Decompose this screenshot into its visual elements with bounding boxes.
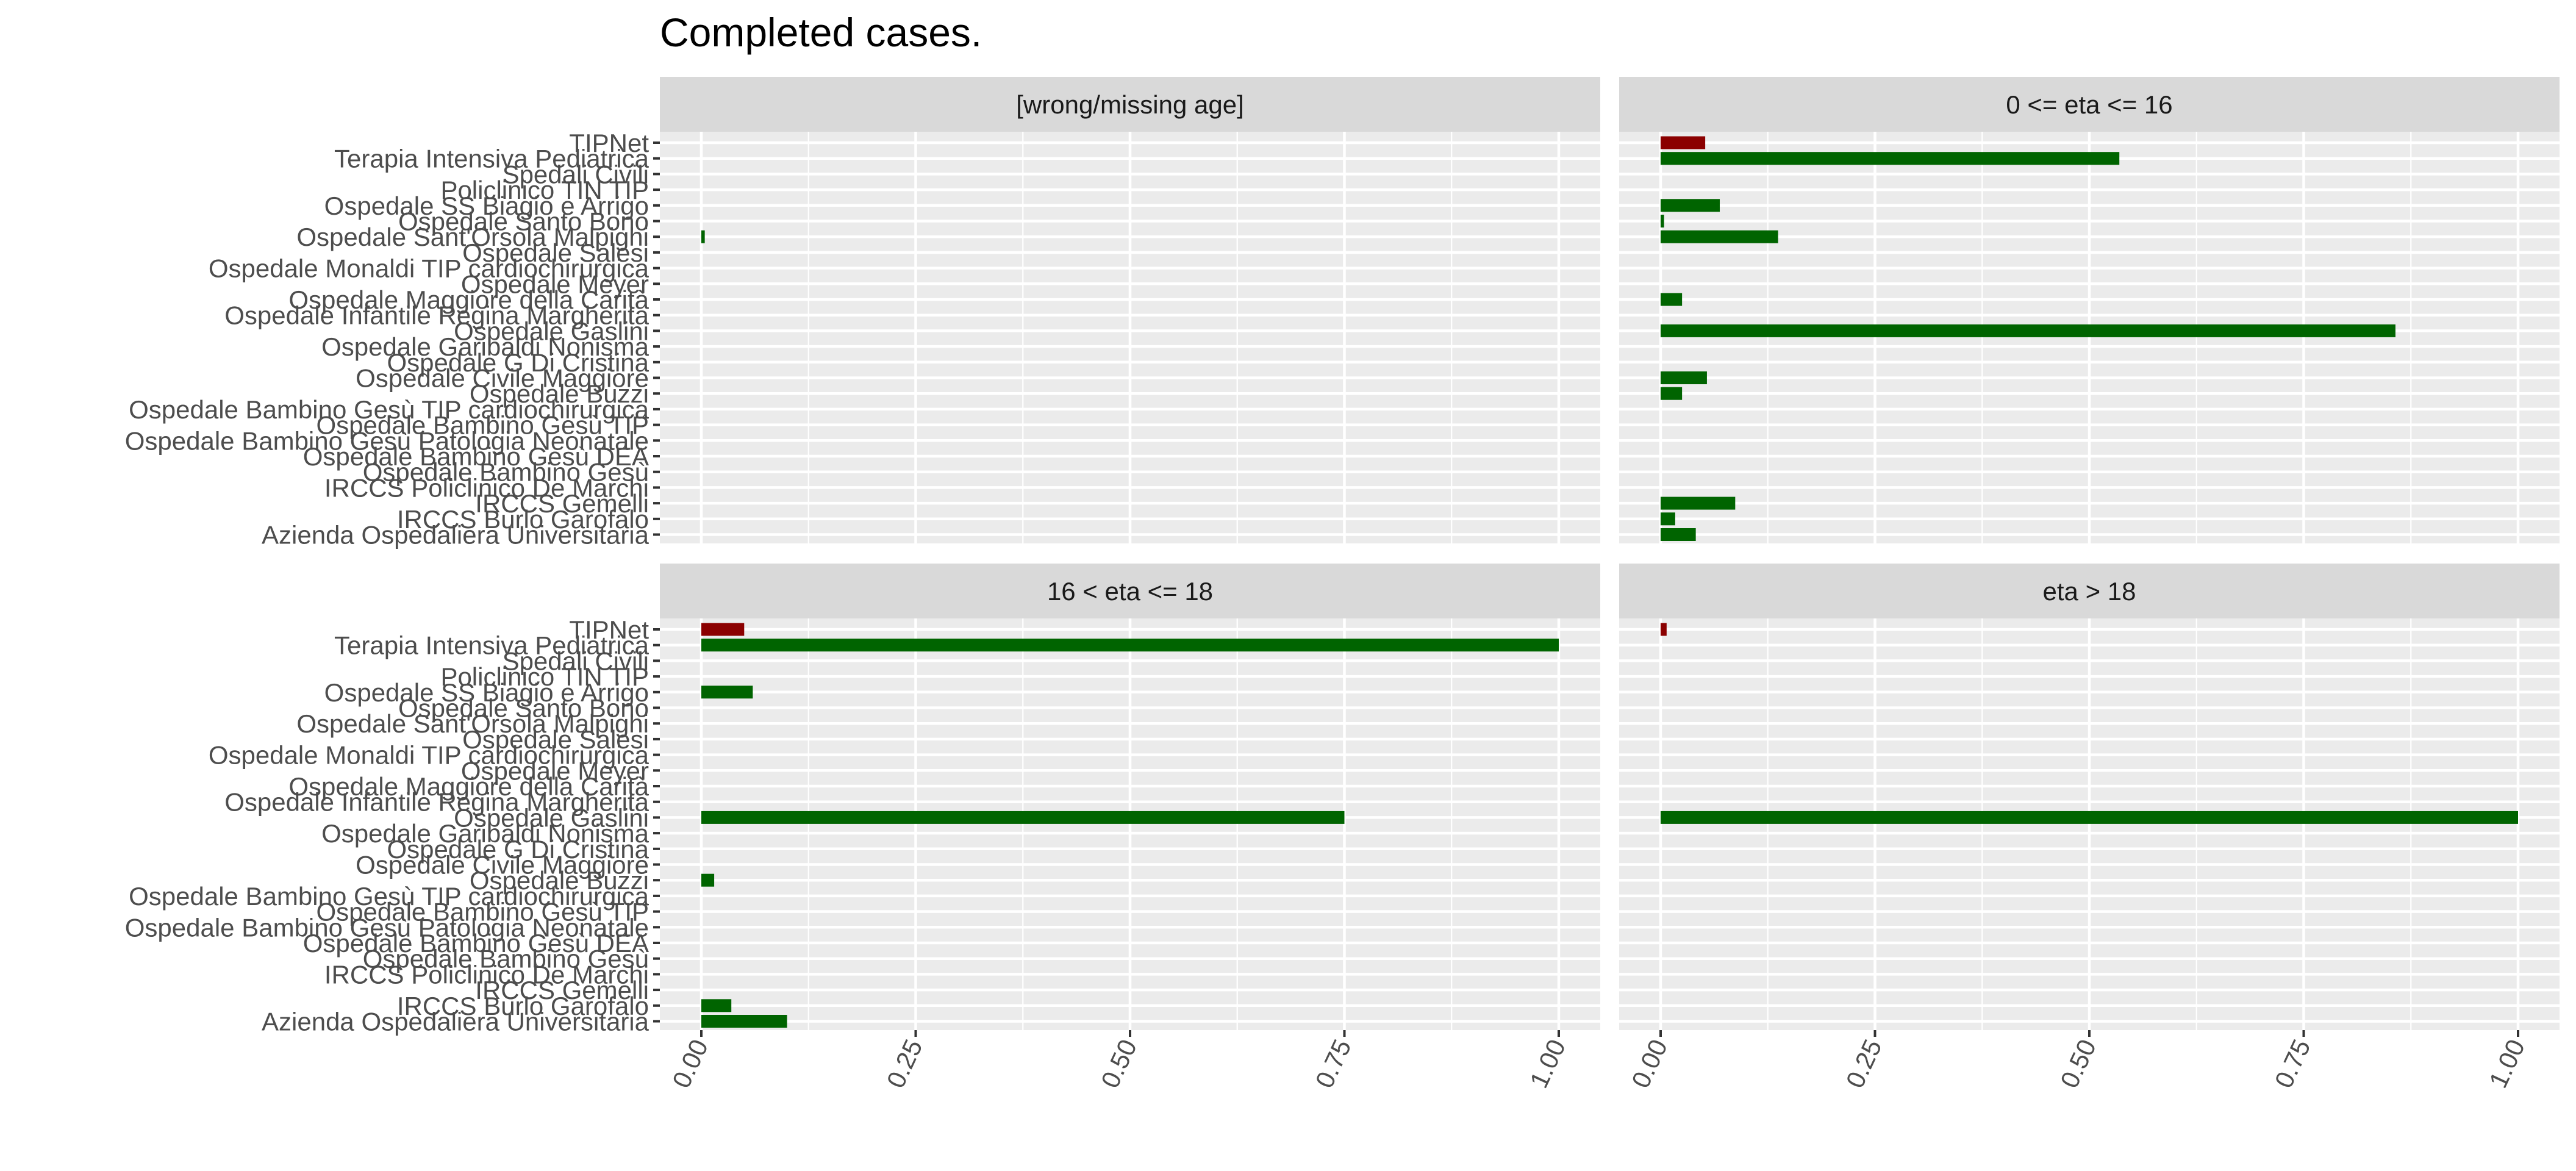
y-tick-label: Ospedale G Di Cristina <box>387 348 649 377</box>
x-tick-label: 0.00 <box>667 1035 714 1092</box>
y-tick-label: Policlinico TIN TIP <box>440 176 649 204</box>
y-tick-label: Ospedale Garibaldi Nonisma <box>321 332 649 361</box>
y-tick-label: Ospedale Civile Maggiore <box>356 364 649 393</box>
y-tick-label: Ospedale Meyer <box>461 756 649 785</box>
y-tick-label: Policlinico TIN TIP <box>440 662 649 691</box>
facet-strip <box>660 564 1600 618</box>
y-tick-label: Ospedale Meyer <box>461 270 649 298</box>
y-tick-label: Ospedale Bambino Gesù TIP <box>316 411 649 440</box>
y-tick-label: Ospedale Buzzi <box>470 379 649 408</box>
chart-title: Completed cases. <box>660 10 982 55</box>
y-tick-label: TIPNet <box>569 615 649 644</box>
bar <box>1661 623 1667 636</box>
y-tick-label: Ospedale Santo Bono <box>398 694 649 723</box>
y-tick-label: IRCCS Gemelli <box>475 976 649 1004</box>
y-tick-label: Spedali Civili <box>503 646 649 675</box>
bar <box>1661 496 1736 510</box>
bar <box>1661 293 1683 306</box>
y-tick-label: Ospedale Bambino Gesù Patologia Neonatal… <box>125 426 649 455</box>
y-tick-label: Ospedale Monaldi TIP cardiochirurgica <box>209 254 649 283</box>
y-tick-label: Ospedale Civile Maggiore <box>356 851 649 879</box>
y-tick-label: Ospedale Maggiore della Carità <box>288 285 649 314</box>
bar <box>1661 324 2395 337</box>
x-tick-label: 0.50 <box>1095 1035 1142 1092</box>
y-tick-label: Ospedale Bambino Gesù Patologia Neonatal… <box>125 913 649 942</box>
x-tick-label: 1.00 <box>1524 1035 1571 1092</box>
bar <box>701 999 732 1012</box>
y-tick-label: Ospedale Sant'Orsola Malpighi <box>296 223 649 251</box>
y-tick-label: Ospedale Salesi <box>462 725 649 754</box>
bar <box>1661 136 1706 149</box>
y-tick-label: Ospedale Garibaldi Nonisma <box>321 819 649 848</box>
y-tick-label: Ospedale Maggiore della Carità <box>288 772 649 801</box>
y-tick-label: Ospedale Salesi <box>462 238 649 267</box>
bar <box>701 811 1345 824</box>
x-tick-label: 0.00 <box>1626 1035 1673 1092</box>
y-tick-label: Ospedale Bambino Gesù <box>363 945 649 973</box>
x-tick-label: 0.75 <box>1310 1035 1357 1092</box>
facet-strip <box>1619 77 2560 132</box>
facet-strip <box>660 77 1600 132</box>
y-tick-label: IRCCS Burlo Garofalo <box>397 505 649 534</box>
x-tick-label: 0.25 <box>1841 1035 1887 1092</box>
bar <box>1661 387 1683 400</box>
y-tick-label: Terapia Intensiva Pediatrica <box>334 145 649 173</box>
facet-strip-label: 0 <= eta <= 16 <box>2006 90 2172 119</box>
y-tick-label: Ospedale Bambino Gesù TIP <box>316 898 649 926</box>
x-tick-label: 0.50 <box>2055 1035 2102 1092</box>
x-tick-label: 0.25 <box>881 1035 928 1092</box>
bar <box>701 873 715 887</box>
y-tick-label: IRCCS Gemelli <box>475 489 649 518</box>
facet-strip-label: [wrong/missing age] <box>1016 90 1244 119</box>
y-tick-label: Ospedale Bambino Gesù <box>363 458 649 487</box>
y-tick-label: Ospedale Gaslini <box>454 803 649 832</box>
x-tick-label: 0.75 <box>2269 1035 2316 1092</box>
y-tick-label: Ospedale G Di Cristina <box>387 835 649 864</box>
y-tick-label: Spedali Civili <box>503 160 649 188</box>
y-tick-label: IRCCS Policlinico De Marchi <box>324 960 649 989</box>
bar <box>1661 512 1675 526</box>
y-tick-label: Azienda Ospedaliera Universitaria <box>262 521 649 550</box>
y-tick-label: Ospedale Infantile Regina Margherita <box>224 301 649 330</box>
bar <box>701 623 745 636</box>
bar <box>701 639 1559 652</box>
y-tick-label: Ospedale Buzzi <box>470 866 649 895</box>
y-tick-label: Azienda Ospedaliera Universitaria <box>262 1008 649 1036</box>
bar <box>1661 528 1696 541</box>
facet-strip-label: 16 < eta <= 18 <box>1047 577 1213 606</box>
bar <box>701 230 705 243</box>
facet-strip-label: eta > 18 <box>2043 577 2136 606</box>
y-tick-label: Ospedale Santo Bono <box>398 207 649 236</box>
y-tick-label: Ospedale Infantile Regina Margherita <box>224 788 649 817</box>
x-tick-label: 1.00 <box>2483 1035 2530 1092</box>
y-tick-label: Ospedale Bambino Gesù TIP cardiochirurgi… <box>129 882 649 911</box>
bar <box>1661 230 1778 243</box>
y-tick-label: TIPNet <box>569 129 649 157</box>
bar <box>1661 371 1707 384</box>
y-tick-label: Ospedale Sant'Orsola Malpighi <box>296 709 649 738</box>
y-tick-label: IRCCS Policlinico De Marchi <box>324 473 649 502</box>
y-tick-label: Ospedale Bambino Gesù DEA <box>303 929 649 958</box>
y-tick-label: Terapia Intensiva Pediatrica <box>334 631 649 660</box>
y-tick-label: Ospedale Gaslini <box>454 317 649 345</box>
bar <box>1661 199 1720 212</box>
y-tick-label: Ospedale Monaldi TIP cardiochirurgica <box>209 741 649 770</box>
bar <box>1661 215 1664 227</box>
y-tick-label: IRCCS Burlo Garofalo <box>397 992 649 1020</box>
bar <box>1661 811 2518 824</box>
y-tick-label: Ospedale SS Biagio e Arrigo <box>324 678 649 707</box>
bar <box>701 1015 787 1028</box>
y-tick-label: Ospedale Bambino Gesù DEA <box>303 442 649 471</box>
facet-strip <box>1619 564 2560 618</box>
y-tick-label: Ospedale SS Biagio e Arrigo <box>324 192 649 220</box>
bar <box>701 686 753 699</box>
y-tick-label: Ospedale Bambino Gesù TIP cardiochirurgi… <box>129 395 649 424</box>
bar <box>1661 152 2120 165</box>
